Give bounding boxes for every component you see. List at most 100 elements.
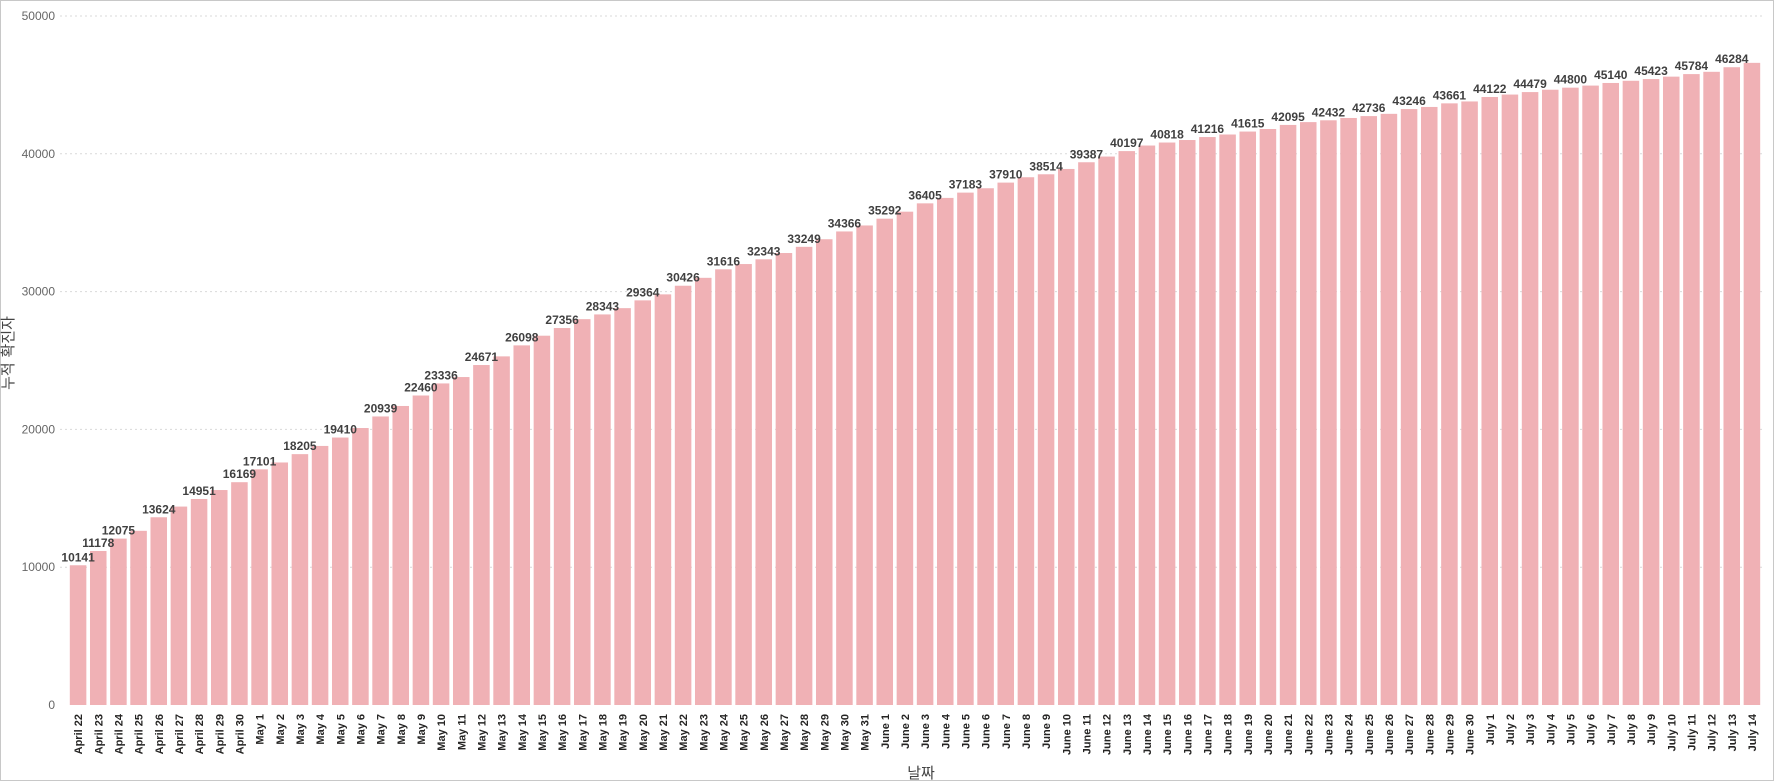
bar[interactable] — [452, 377, 470, 705]
bar[interactable] — [1138, 145, 1156, 705]
bar[interactable] — [896, 211, 914, 705]
bar[interactable] — [876, 218, 894, 705]
bar[interactable] — [1703, 71, 1720, 705]
bar[interactable] — [190, 498, 208, 705]
bar[interactable] — [1239, 131, 1257, 706]
data-label: 45423 — [1634, 64, 1668, 78]
bar[interactable] — [1481, 97, 1499, 705]
bar[interactable] — [1743, 62, 1761, 706]
bar[interactable] — [634, 300, 652, 705]
bar[interactable] — [89, 550, 107, 705]
bar[interactable] — [291, 454, 309, 705]
bar[interactable] — [69, 565, 87, 705]
bar[interactable] — [1037, 174, 1055, 705]
bar[interactable] — [1441, 103, 1458, 706]
x-tick-label: July 14 — [1747, 713, 1759, 751]
bar[interactable] — [1118, 151, 1136, 706]
bar[interactable] — [251, 469, 268, 705]
bar[interactable] — [815, 239, 833, 706]
bar[interactable] — [573, 319, 591, 705]
bar[interactable] — [110, 538, 127, 705]
bar[interactable] — [1400, 109, 1418, 705]
bar[interactable] — [916, 203, 934, 705]
bar[interactable] — [836, 231, 853, 705]
bar[interactable] — [1158, 142, 1176, 705]
bar[interactable] — [715, 269, 732, 705]
data-label: 39387 — [1070, 147, 1104, 161]
bar[interactable] — [1078, 162, 1095, 705]
bar[interactable] — [1057, 168, 1075, 705]
bar[interactable] — [170, 506, 188, 705]
bar[interactable] — [1098, 156, 1115, 705]
bar[interactable] — [372, 416, 389, 705]
bar[interactable] — [936, 197, 954, 705]
x-tick-label: June 11 — [1081, 714, 1093, 754]
bar[interactable] — [1521, 92, 1539, 705]
bar[interactable] — [513, 345, 531, 705]
bar[interactable] — [735, 264, 752, 705]
bar[interactable] — [392, 405, 410, 705]
bar[interactable] — [231, 482, 248, 705]
bar[interactable] — [352, 428, 369, 705]
bar[interactable] — [1562, 87, 1579, 705]
bar[interactable] — [533, 335, 551, 705]
bar[interactable] — [1723, 67, 1741, 705]
bar[interactable] — [1541, 89, 1559, 706]
bar[interactable] — [1622, 80, 1640, 705]
bar[interactable] — [1279, 124, 1297, 706]
bar[interactable] — [1420, 106, 1438, 705]
bar[interactable] — [1299, 122, 1317, 706]
bar[interactable] — [271, 462, 289, 705]
bar[interactable] — [957, 192, 974, 705]
bar[interactable] — [331, 437, 349, 705]
bar[interactable] — [1360, 116, 1378, 706]
bar[interactable] — [1017, 177, 1035, 706]
bar[interactable] — [1259, 129, 1277, 705]
bar[interactable] — [130, 530, 147, 705]
bar[interactable] — [311, 445, 329, 705]
x-tick-label: May 14 — [517, 713, 529, 751]
bar[interactable] — [1683, 74, 1700, 706]
bar[interactable] — [694, 277, 712, 705]
bar[interactable] — [1199, 137, 1216, 706]
x-tick-label: May 17 — [577, 714, 589, 751]
bar[interactable] — [1320, 120, 1337, 706]
y-tick-label: 10000 — [22, 560, 56, 574]
x-tick-label: May 30 — [839, 714, 851, 751]
bar[interactable] — [1602, 82, 1620, 706]
bar[interactable] — [674, 285, 692, 705]
bar[interactable] — [1642, 79, 1660, 705]
bar[interactable] — [553, 328, 571, 705]
x-tick-label: June 19 — [1243, 714, 1255, 755]
x-tick-label: May 6 — [355, 714, 367, 745]
bar[interactable] — [977, 188, 994, 705]
bar[interactable] — [1178, 140, 1196, 705]
bar[interactable] — [210, 490, 228, 705]
bar[interactable] — [1340, 117, 1357, 706]
bar[interactable] — [493, 356, 510, 705]
bar[interactable] — [856, 225, 873, 705]
bar[interactable] — [1461, 101, 1478, 705]
x-tick-label: April 29 — [214, 714, 226, 754]
x-tick-label: May 10 — [436, 714, 448, 751]
bar[interactable] — [654, 294, 672, 705]
bar[interactable] — [1380, 113, 1398, 706]
x-tick-label: May 29 — [819, 714, 831, 751]
bar[interactable] — [1662, 76, 1680, 705]
bar[interactable] — [594, 314, 611, 705]
bar[interactable] — [795, 246, 813, 705]
bar[interactable] — [1501, 94, 1519, 706]
bar[interactable] — [755, 259, 773, 705]
bar[interactable] — [1582, 85, 1599, 706]
x-tick-label: July 6 — [1586, 714, 1598, 745]
bar[interactable] — [1219, 134, 1236, 705]
bar[interactable] — [432, 383, 450, 705]
bar[interactable] — [412, 395, 430, 706]
bar[interactable] — [150, 517, 168, 705]
data-label: 46284 — [1715, 52, 1749, 66]
bar[interactable] — [614, 308, 631, 705]
bar[interactable] — [473, 365, 490, 705]
bar[interactable] — [775, 253, 793, 705]
bar[interactable] — [997, 182, 1015, 706]
